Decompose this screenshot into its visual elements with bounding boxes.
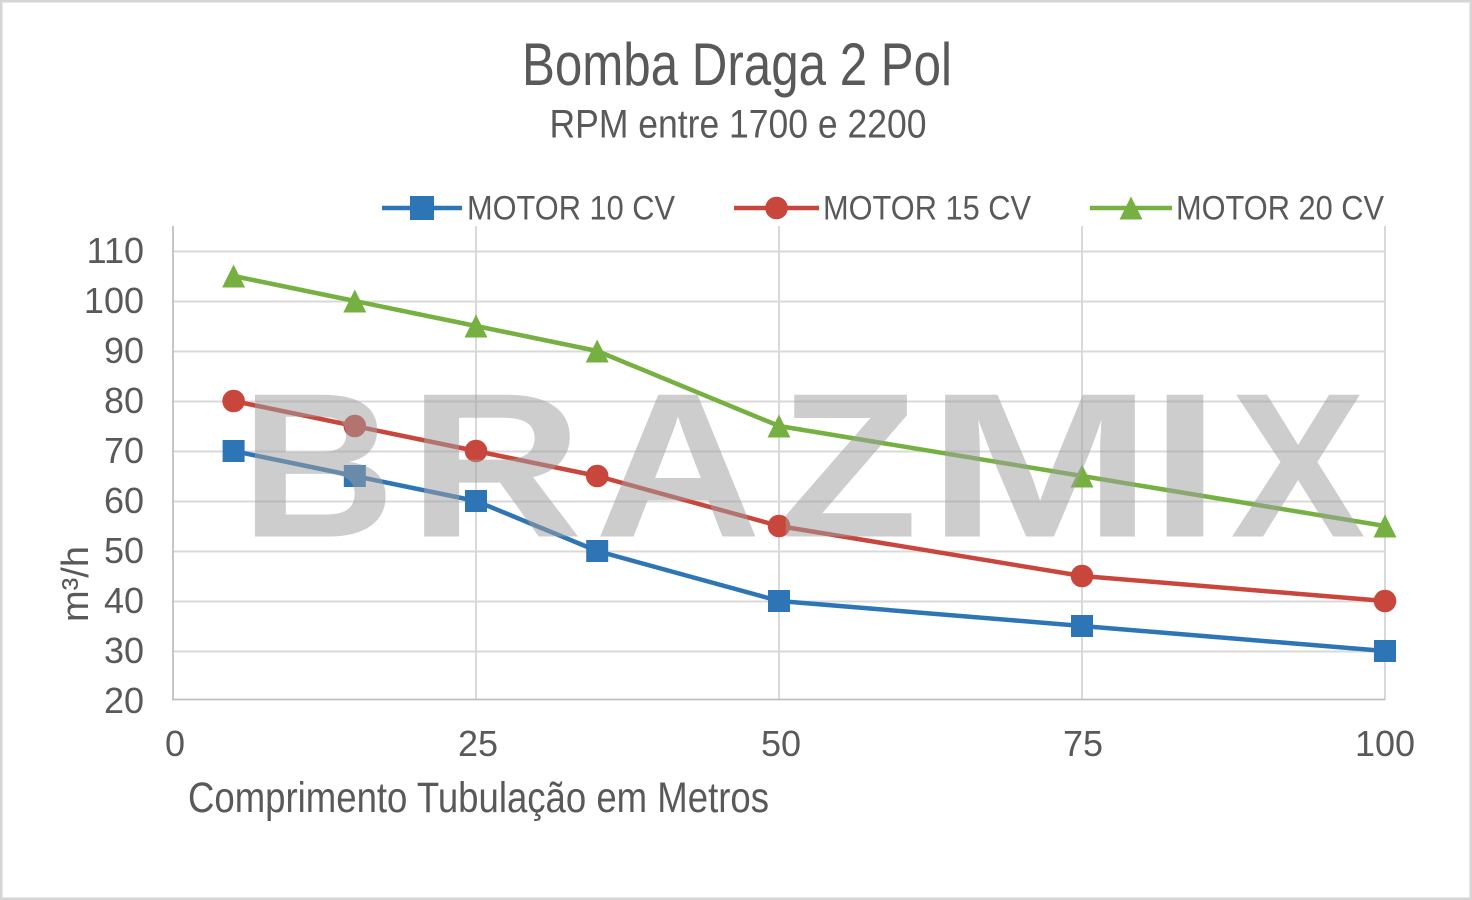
svg-text:90: 90 <box>104 330 144 371</box>
svg-text:75: 75 <box>1063 723 1103 764</box>
svg-text:30: 30 <box>104 630 144 671</box>
svg-text:I: I <box>1150 351 1221 581</box>
svg-text:60: 60 <box>104 480 144 521</box>
svg-text:m³/h: m³/h <box>55 546 97 622</box>
svg-text:M: M <box>927 351 1153 581</box>
svg-text:50: 50 <box>104 530 144 571</box>
svg-text:20: 20 <box>104 680 144 721</box>
svg-text:MOTOR 15 CV: MOTOR 15 CV <box>823 190 1031 228</box>
svg-text:B: B <box>241 351 396 581</box>
svg-text:X: X <box>1230 351 1365 581</box>
svg-text:Comprimento Tubulação em Metro: Comprimento Tubulação em Metros <box>188 774 769 822</box>
svg-text:25: 25 <box>458 723 498 764</box>
svg-text:0: 0 <box>165 723 185 764</box>
svg-text:RPM entre 1700 e 2200: RPM entre 1700 e 2200 <box>550 103 927 147</box>
svg-text:Bomba Draga 2 Pol: Bomba Draga 2 Pol <box>522 31 952 98</box>
svg-text:Z: Z <box>779 351 918 581</box>
svg-text:110: 110 <box>87 230 144 271</box>
svg-text:100: 100 <box>1355 723 1415 764</box>
svg-text:70: 70 <box>104 430 144 471</box>
svg-text:80: 80 <box>104 380 144 421</box>
svg-text:A: A <box>594 351 761 581</box>
svg-text:R: R <box>408 351 583 581</box>
svg-text:MOTOR 10 CV: MOTOR 10 CV <box>467 190 675 228</box>
svg-text:MOTOR 20 CV: MOTOR 20 CV <box>1176 190 1384 228</box>
svg-text:50: 50 <box>761 723 801 764</box>
svg-text:100: 100 <box>84 280 144 321</box>
svg-text:40: 40 <box>104 580 144 621</box>
